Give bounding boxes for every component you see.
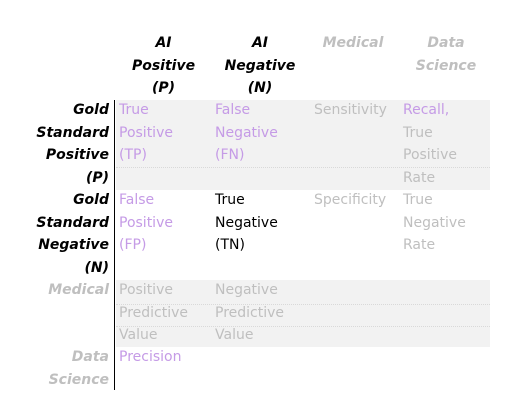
row-header-line: Science — [48, 371, 109, 388]
cell-negative-predictive-value: Negative Predictive Value — [215, 279, 307, 347]
row-header-medical: Medical — [0, 279, 109, 302]
cell-line: Positive — [403, 147, 457, 163]
cell-specificity: Specificity — [314, 189, 400, 212]
cell-line: Positive — [119, 282, 173, 298]
column-header-line: (P) — [151, 80, 176, 96]
row-divider — [116, 304, 490, 305]
cell-line: Value — [119, 327, 158, 343]
row-header-line: Negative — [38, 237, 109, 253]
cell-line: Specificity — [314, 192, 387, 208]
row-header-gold-negative: Gold Standard Negative (N) — [0, 189, 109, 279]
cell-line: False — [215, 102, 251, 118]
cell-line: True — [403, 124, 433, 141]
cell-line: (FN) — [215, 147, 245, 163]
row-header-line: (N) — [84, 259, 109, 276]
row-header-line: Gold — [73, 102, 109, 118]
row-header-data-science: Data Science — [0, 346, 109, 391]
cell-positive-predictive-value: Positive Predictive Value — [119, 279, 211, 347]
row-header-line: Medical — [48, 282, 109, 298]
row-header-line: Data — [71, 349, 109, 365]
row-band-medical — [116, 280, 490, 347]
cell-line: Value — [215, 327, 254, 343]
column-header-ai-positive: AI Positive (P) — [116, 32, 211, 100]
cell-line: Positive — [119, 124, 173, 141]
cell-line: False — [119, 192, 155, 208]
cell-line: Negative — [403, 214, 466, 231]
cell-true-negative-rate: True Negative Rate — [403, 189, 493, 257]
column-header-line: AI — [155, 35, 172, 51]
column-header-ai-negative: AI Negative (N) — [212, 32, 308, 100]
cell-line: Rate — [403, 237, 436, 253]
row-header-line: Gold — [73, 192, 109, 208]
cell-line: Positive — [119, 214, 173, 231]
row-header-line: Positive — [45, 147, 109, 163]
column-divider — [114, 100, 115, 390]
column-header-medical: Medical — [310, 32, 396, 55]
row-band-gold-positive — [116, 100, 490, 190]
column-header-line: (N) — [247, 80, 273, 96]
cell-line: Negative — [215, 282, 278, 298]
cell-false-positive: False Positive (FP) — [119, 189, 211, 257]
cell-line: True — [215, 192, 245, 208]
cell-true-positive: True Positive (TP) — [119, 99, 211, 167]
column-header-line: Science — [415, 57, 477, 74]
cell-line: (TP) — [119, 147, 147, 163]
row-header-line: (P) — [85, 169, 109, 186]
cell-line: (TN) — [215, 237, 245, 253]
row-divider — [116, 326, 490, 327]
row-header-line: Standard — [36, 214, 109, 231]
column-header-data-science: Data Science — [398, 32, 494, 77]
column-header-line: Negative — [224, 57, 296, 74]
cell-line: True — [403, 192, 433, 208]
cell-sensitivity: Sensitivity — [314, 99, 400, 122]
cell-false-negative: False Negative (FN) — [215, 99, 307, 167]
column-header-line: Medical — [322, 35, 384, 51]
column-header-line: AI — [251, 35, 269, 51]
cell-line: Negative — [215, 124, 278, 141]
cell-line: (FP) — [119, 237, 147, 253]
cell-recall: Recall, True Positive Rate — [403, 99, 493, 189]
cell-line: Recall, — [403, 102, 450, 118]
row-divider — [116, 167, 490, 168]
row-header-line: Standard — [36, 124, 109, 141]
cell-line: Negative — [215, 214, 278, 231]
cell-line: True — [119, 102, 149, 118]
cell-precision: Precision — [119, 346, 211, 369]
cell-line: Predictive — [215, 304, 285, 321]
cell-line: Precision — [119, 349, 182, 365]
cell-line: Predictive — [119, 304, 189, 321]
column-header-line: Positive — [131, 57, 196, 74]
cell-true-negative: True Negative (TN) — [215, 189, 307, 257]
cell-line: Rate — [403, 169, 436, 186]
cell-line: Sensitivity — [314, 102, 387, 118]
column-header-line: Data — [427, 35, 465, 51]
row-header-gold-positive: Gold Standard Positive (P) — [0, 99, 109, 189]
